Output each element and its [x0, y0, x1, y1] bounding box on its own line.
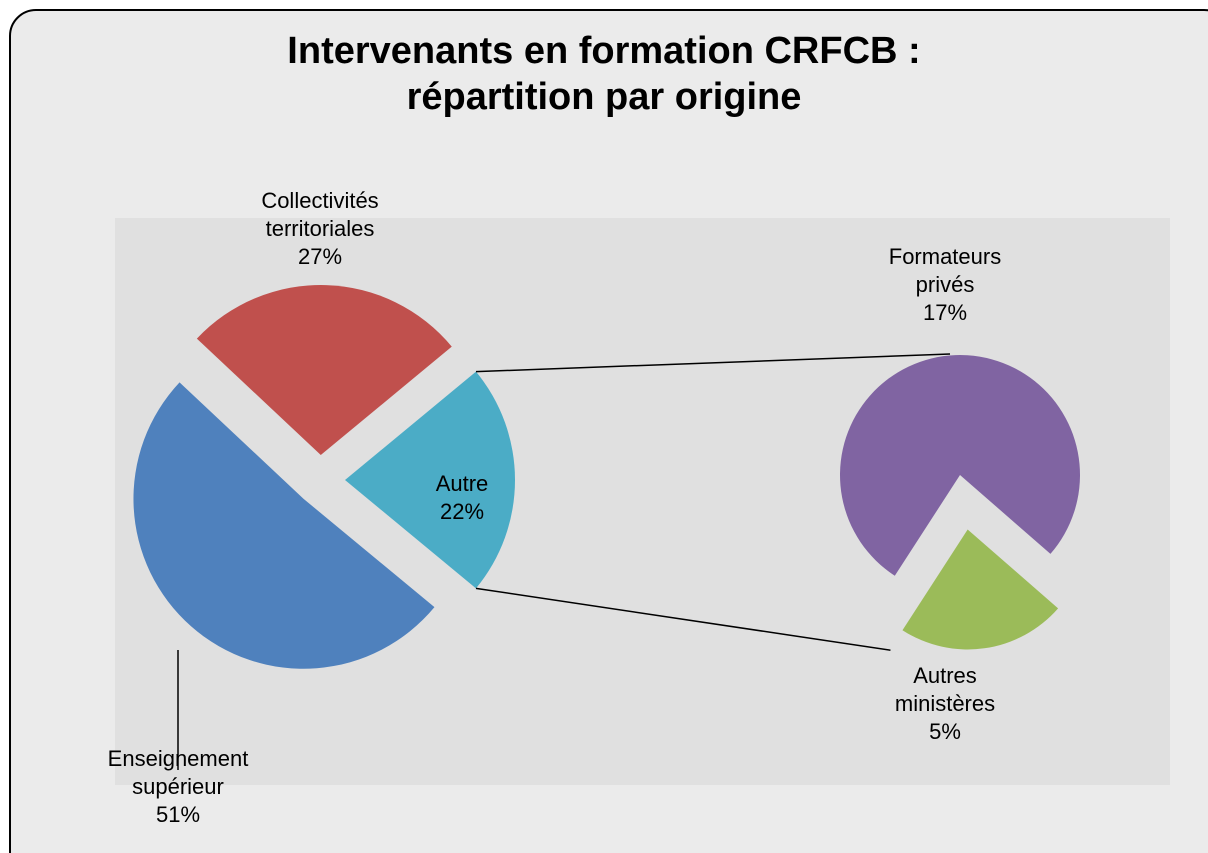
slice-value: 5% [929, 719, 961, 744]
slice-name: Collectivités territoriales [261, 188, 379, 241]
slice-name: Autres ministères [894, 663, 996, 716]
slice-label: Autres ministères 5% [865, 662, 1025, 746]
slice-label: Formateurs privés 17% [865, 243, 1025, 327]
pie-slice [902, 529, 1059, 650]
slice-name: Enseignement supérieur [107, 746, 249, 799]
connector-line [475, 353, 951, 373]
slice-name: Autre [435, 471, 489, 496]
slice-label: Collectivités territoriales 27% [240, 187, 400, 271]
slice-value: 51% [155, 802, 201, 827]
slice-value: 17% [922, 300, 968, 325]
slice-value: 27% [297, 244, 343, 269]
slice-value: 22% [439, 499, 485, 524]
pie-slice [133, 382, 435, 669]
slice-name: Formateurs privés [888, 244, 1002, 297]
slice-label: Enseignement supérieur 51% [98, 745, 258, 829]
pie-slice [840, 354, 1081, 576]
chart-title: Intervenants en formation CRFCB : répart… [287, 30, 921, 118]
pie-slice [345, 371, 515, 589]
connector-line [475, 587, 891, 651]
slice-label: Autre 22% [382, 470, 542, 526]
pie-slice [196, 285, 452, 456]
